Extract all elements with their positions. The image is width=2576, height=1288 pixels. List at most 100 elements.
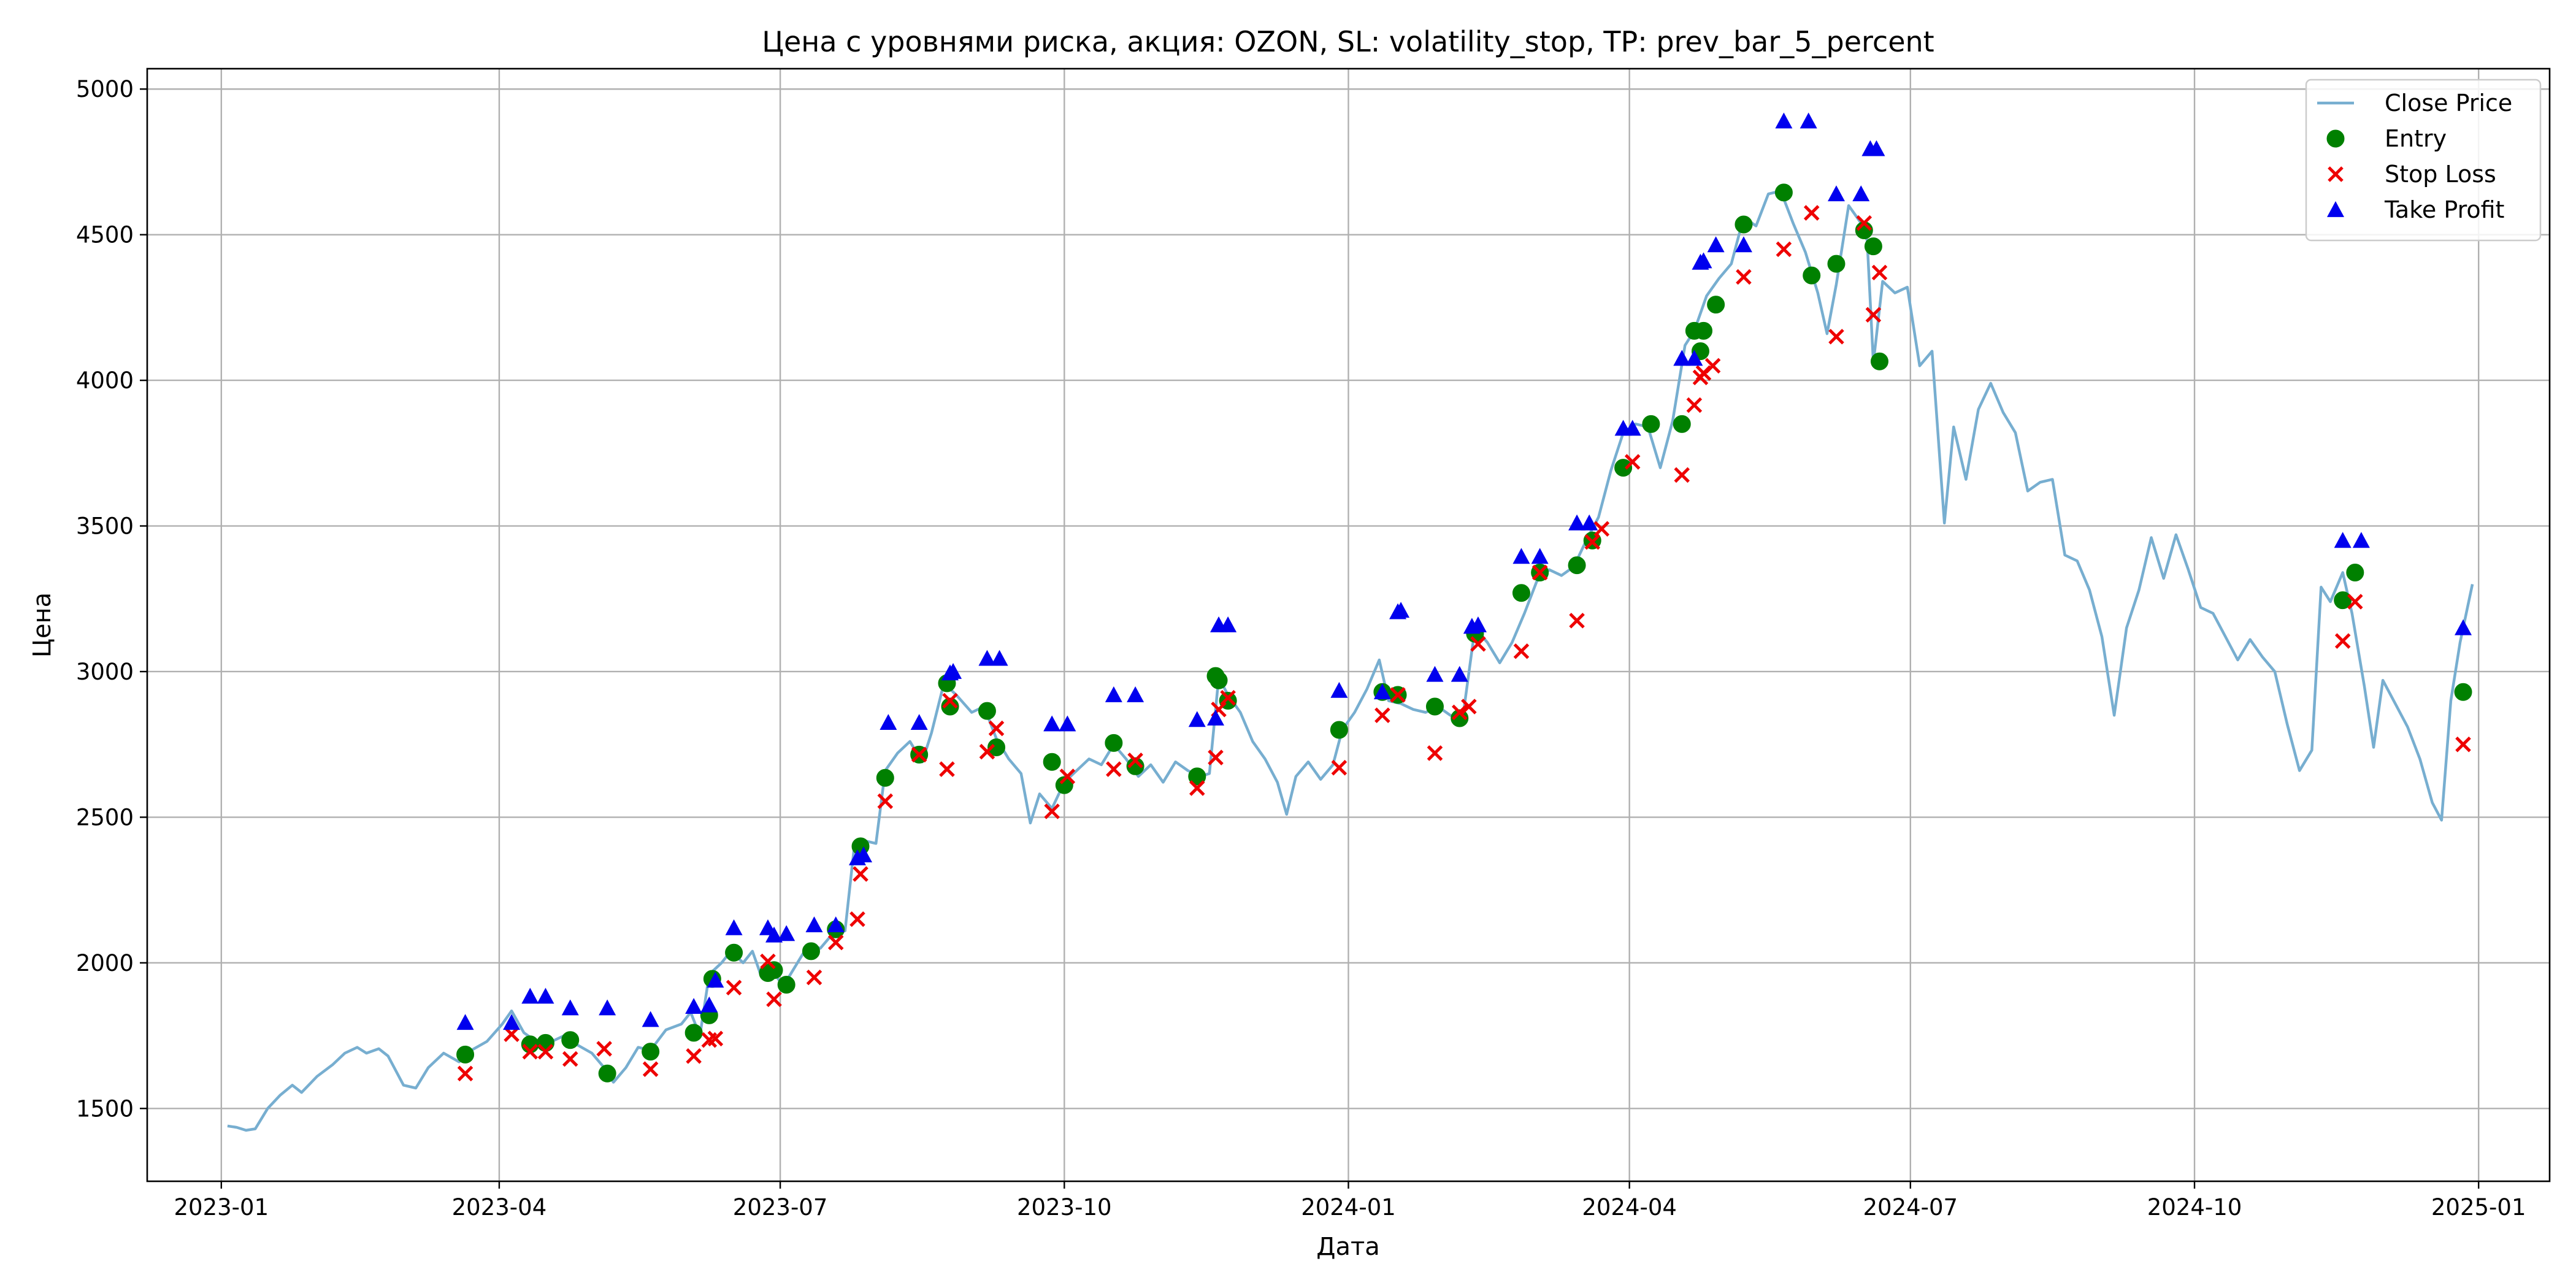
- stop-loss-point: [1331, 759, 1347, 776]
- legend-label-stop-loss: Stop Loss: [2385, 161, 2496, 188]
- stop-loss-point: [1390, 687, 1406, 703]
- stop-loss-point: [827, 934, 844, 951]
- take-profit-point: [1852, 185, 1870, 202]
- entry-point: [802, 942, 820, 960]
- stop-loss-point: [760, 953, 776, 970]
- stop-loss-point: [1513, 643, 1530, 659]
- entry-point: [1055, 776, 1073, 794]
- entry-point: [1568, 556, 1586, 575]
- x-tick-label: 2025-01: [2431, 1194, 2526, 1221]
- take-profit-point: [2352, 532, 2370, 548]
- legend-label-entry: Entry: [2385, 125, 2447, 152]
- stop-loss-point: [1686, 397, 1703, 413]
- take-profit-point: [1469, 616, 1487, 632]
- stop-loss-point: [1865, 307, 1882, 323]
- y-tick-label: 4500: [76, 222, 134, 248]
- x-tick-label: 2024-04: [1582, 1194, 1677, 1221]
- entry-point: [1188, 767, 1206, 786]
- stop-loss-point: [1470, 636, 1486, 652]
- stop-loss-point: [1451, 704, 1468, 721]
- take-profit-point: [778, 925, 795, 941]
- entry-point: [1870, 352, 1888, 370]
- y-tick-label: 4000: [76, 367, 134, 394]
- stop-loss-point: [1871, 264, 1888, 281]
- stop-loss-point: [1803, 205, 1820, 221]
- entry-point: [2334, 591, 2352, 610]
- stop-loss-point: [979, 743, 995, 760]
- stop-loss-point: [766, 991, 782, 1007]
- stop-loss-point: [642, 1061, 659, 1077]
- take-profit-point: [1568, 514, 1586, 531]
- y-tick-label: 5000: [76, 76, 134, 102]
- entry-point: [1126, 757, 1144, 775]
- stop-loss-point: [939, 761, 955, 777]
- entry-point: [941, 697, 959, 716]
- stop-loss-point: [1828, 329, 1844, 345]
- x-tick-label: 2023-01: [174, 1194, 269, 1221]
- take-profit-point: [1059, 715, 1076, 732]
- stop-loss-point: [1044, 803, 1060, 819]
- take-profit-point: [1673, 350, 1691, 366]
- take-profit-point: [1695, 252, 1712, 269]
- legend-box: [2305, 79, 2542, 242]
- take-profit-point: [1581, 514, 1598, 531]
- take-profit-point: [642, 1011, 659, 1027]
- legend-swatch-take-profit: [2327, 201, 2344, 217]
- entry-point: [1105, 734, 1123, 752]
- take-profit-point: [700, 996, 718, 1013]
- entry-point: [1673, 415, 1691, 433]
- stop-loss-point: [2334, 633, 2351, 649]
- stop-loss-point: [686, 1048, 702, 1064]
- stop-loss-point: [707, 1030, 724, 1047]
- x-tick-label: 2024-01: [1301, 1194, 1396, 1221]
- y-tick-label: 1500: [76, 1095, 134, 1122]
- stop-loss-point: [537, 1043, 554, 1060]
- take-profit-point: [765, 926, 783, 943]
- take-profit-point: [537, 987, 554, 1004]
- stop-loss-point: [1220, 689, 1236, 706]
- stop-loss-point: [1593, 521, 1610, 537]
- stop-loss-point: [1208, 749, 1224, 765]
- entry-point: [1614, 459, 1633, 477]
- take-profit-point: [1512, 548, 1530, 564]
- entry-point: [456, 1045, 475, 1064]
- take-profit-point: [599, 999, 616, 1016]
- stop-loss-point: [849, 911, 865, 927]
- x-tick-label: 2024-10: [2147, 1194, 2242, 1221]
- stop-loss-point: [596, 1041, 612, 1057]
- legend-label-close-price: Close Price: [2385, 90, 2512, 117]
- stop-loss-point: [1374, 707, 1390, 723]
- entry-point: [978, 702, 996, 720]
- stop-loss-point: [1569, 613, 1585, 629]
- entry-point: [1694, 321, 1712, 340]
- stop-loss-point: [2347, 594, 2363, 610]
- stop-loss-point: [1736, 269, 1752, 285]
- entry-point: [1803, 266, 1821, 285]
- stop-loss-point: [911, 746, 927, 763]
- take-profit-series: [456, 112, 2472, 1030]
- entry-point: [642, 1043, 660, 1061]
- stop-loss-point: [1776, 241, 1792, 258]
- plot-area: [227, 112, 2474, 1132]
- x-tick-label: 2023-04: [452, 1194, 547, 1221]
- y-tick-label: 2000: [76, 950, 134, 976]
- entry-point: [2346, 564, 2364, 582]
- stop-loss-point: [1704, 358, 1721, 374]
- entry-point: [1512, 584, 1530, 602]
- take-profit-point: [2455, 619, 2472, 635]
- grid-lines: [147, 69, 2550, 1181]
- stop-loss-point: [1531, 564, 1548, 581]
- stop-loss-point: [877, 793, 894, 810]
- stop-loss-point: [942, 692, 958, 709]
- entry-point: [1864, 237, 1882, 256]
- stop-loss-point: [457, 1065, 473, 1082]
- legend-swatch-stop-loss: [2328, 166, 2344, 182]
- take-profit-point: [456, 1014, 474, 1030]
- take-profit-point: [725, 919, 743, 935]
- entry-point: [1707, 296, 1725, 314]
- take-profit-point: [1105, 686, 1122, 702]
- stop-loss-point: [522, 1043, 539, 1060]
- legend-swatch-entry: [2326, 129, 2345, 148]
- stop-loss-point: [1106, 761, 1122, 777]
